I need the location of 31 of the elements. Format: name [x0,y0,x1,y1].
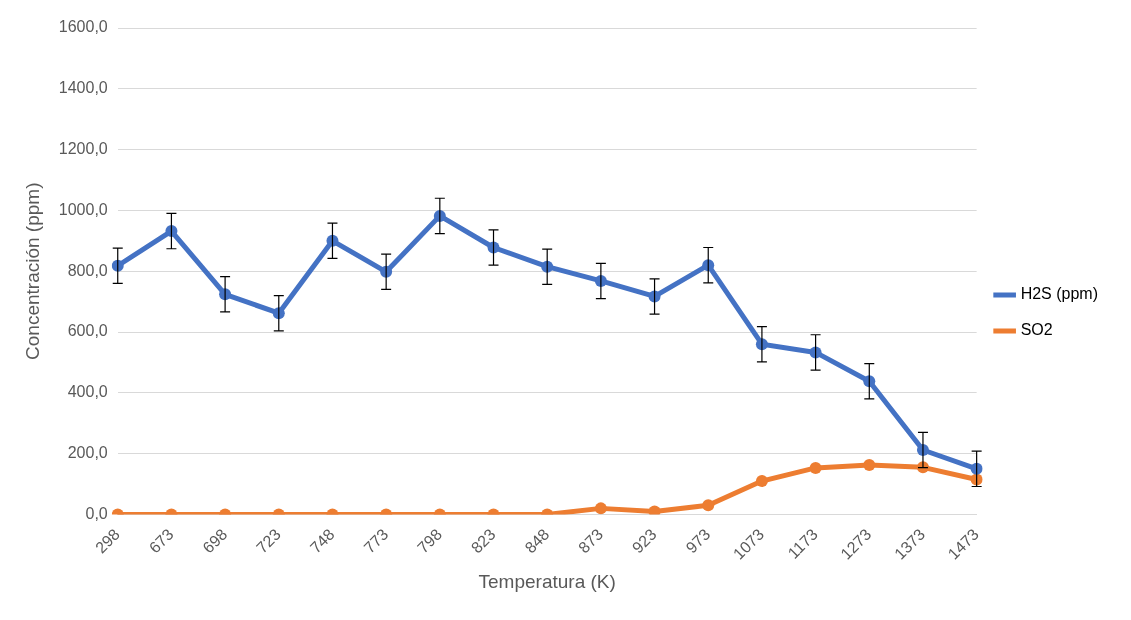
y-tick-label: 600,0 [67,322,108,340]
y-tick-label: 1000,0 [58,200,108,218]
y-tick-label: 1600,0 [58,18,108,36]
point [594,502,607,515]
point [755,475,768,488]
point [702,499,715,512]
x-tick-label: 973 [682,525,714,557]
y-tick-label: 0,0 [85,504,108,522]
x-tick-label: 673 [145,525,177,557]
x-tick-label: 773 [360,525,392,557]
y-tick-label: 400,0 [67,383,108,401]
x-tick-label: 723 [253,525,285,557]
point [648,505,661,515]
x-tick-label: 873 [575,525,607,557]
y-tick-label: 1200,0 [58,140,108,158]
x-axis-title: Temperatura (K) [478,570,616,592]
x-tick-label: 823 [467,525,499,557]
x-tick-label: 748 [306,525,338,557]
point [809,461,822,474]
y-tick-label: 200,0 [67,444,108,462]
x-tick-label: 923 [628,525,660,557]
y-axis-title: Concentración (ppm) [21,182,43,360]
y-tick-label: 800,0 [67,261,108,279]
legend-label: H2S (ppm) [1020,285,1099,303]
x-tick-label: 798 [414,525,446,557]
x-tick-label: 698 [199,525,231,557]
legend-label: SO2 [1020,321,1053,339]
x-tick-label: 848 [521,525,553,557]
x-tick-label: 298 [92,525,124,557]
y-tick-label: 1400,0 [58,79,108,97]
point [863,458,876,471]
